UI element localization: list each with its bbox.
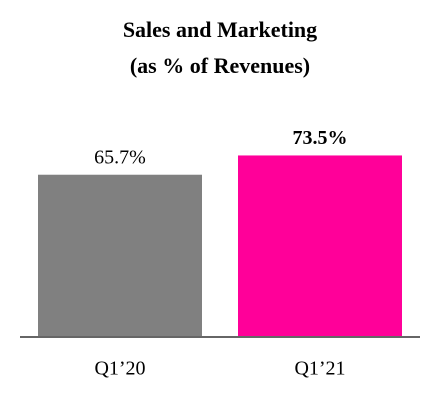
value-label: 65.7% bbox=[94, 146, 146, 168]
chart-subtitle: (as % of Revenues) bbox=[130, 53, 310, 78]
value-label: 73.5% bbox=[293, 127, 348, 149]
x-tick-label: Q1’20 bbox=[94, 358, 145, 380]
x-tick-label: Q1’21 bbox=[294, 358, 345, 380]
chart-title: Sales and Marketing bbox=[123, 17, 317, 42]
bar bbox=[38, 174, 202, 337]
bar bbox=[238, 155, 402, 337]
